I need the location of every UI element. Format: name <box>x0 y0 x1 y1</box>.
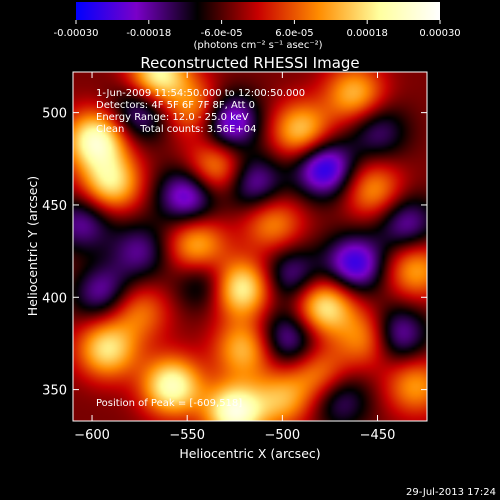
y-tick-label: 500 <box>42 107 67 122</box>
colorbar: -0.00030 -0.00018 -6.0e-05 6.0e-05 0.00018 0.… <box>54 2 461 51</box>
x-tick-label: −450 <box>360 428 396 443</box>
plot-frame <box>72 71 428 422</box>
colorbar-gradient <box>76 2 440 20</box>
x-tick-label: −550 <box>169 428 205 443</box>
x-tick-label: −500 <box>264 428 300 443</box>
annotation-time-range: 1-Jun-2009 11:54:50.000 to 12:00:50.000 <box>96 88 305 99</box>
peak-position-label: Position of Peak = [-609,518] <box>96 398 242 409</box>
y-tick-label: 450 <box>42 199 67 214</box>
y-tick-label: 400 <box>42 291 67 306</box>
x-axis-label: Heliocentric X (arcsec) <box>179 446 320 461</box>
footer-timestamp: 29-Jul-2013 17:24 <box>406 487 496 498</box>
colorbar-tick-label: 0.00030 <box>419 28 460 39</box>
y-axis-ticks: 350 400 450 500 <box>42 107 427 399</box>
colorbar-ticks: -0.00030 -0.00018 -6.0e-05 6.0e-05 0.00018 0.… <box>54 20 461 39</box>
chart-title: Reconstructed RHESSI Image <box>140 54 359 72</box>
heatmap-image <box>73 72 427 421</box>
colorbar-tick-label: -0.00030 <box>54 28 99 39</box>
annotation-block: 1-Jun-2009 11:54:50.000 to 12:00:50.000 … <box>96 88 305 135</box>
colorbar-tick-label: -0.00018 <box>126 28 171 39</box>
colorbar-tick-label: -6.0e-05 <box>201 28 243 39</box>
annotation-clean-counts: Clean Total counts: 3.56E+04 <box>96 124 256 135</box>
annotation-energy-range: Energy Range: 12.0 - 25.0 keV <box>96 112 249 123</box>
y-axis-label: Heliocentric Y (arcsec) <box>25 176 40 316</box>
x-axis-ticks: −600 −550 −500 −450 <box>74 72 395 443</box>
colorbar-unit-label: (photons cm⁻² s⁻¹ asec⁻²) <box>193 40 322 51</box>
colorbar-tick-label: 0.00018 <box>347 28 388 39</box>
y-tick-label: 350 <box>42 384 67 399</box>
annotation-detectors: Detectors: 4F 5F 6F 7F 8F, Att 0 <box>96 100 255 111</box>
x-tick-label: −600 <box>74 428 110 443</box>
heatmap-area <box>73 72 427 421</box>
colorbar-tick-label: 6.0e-05 <box>275 28 313 39</box>
